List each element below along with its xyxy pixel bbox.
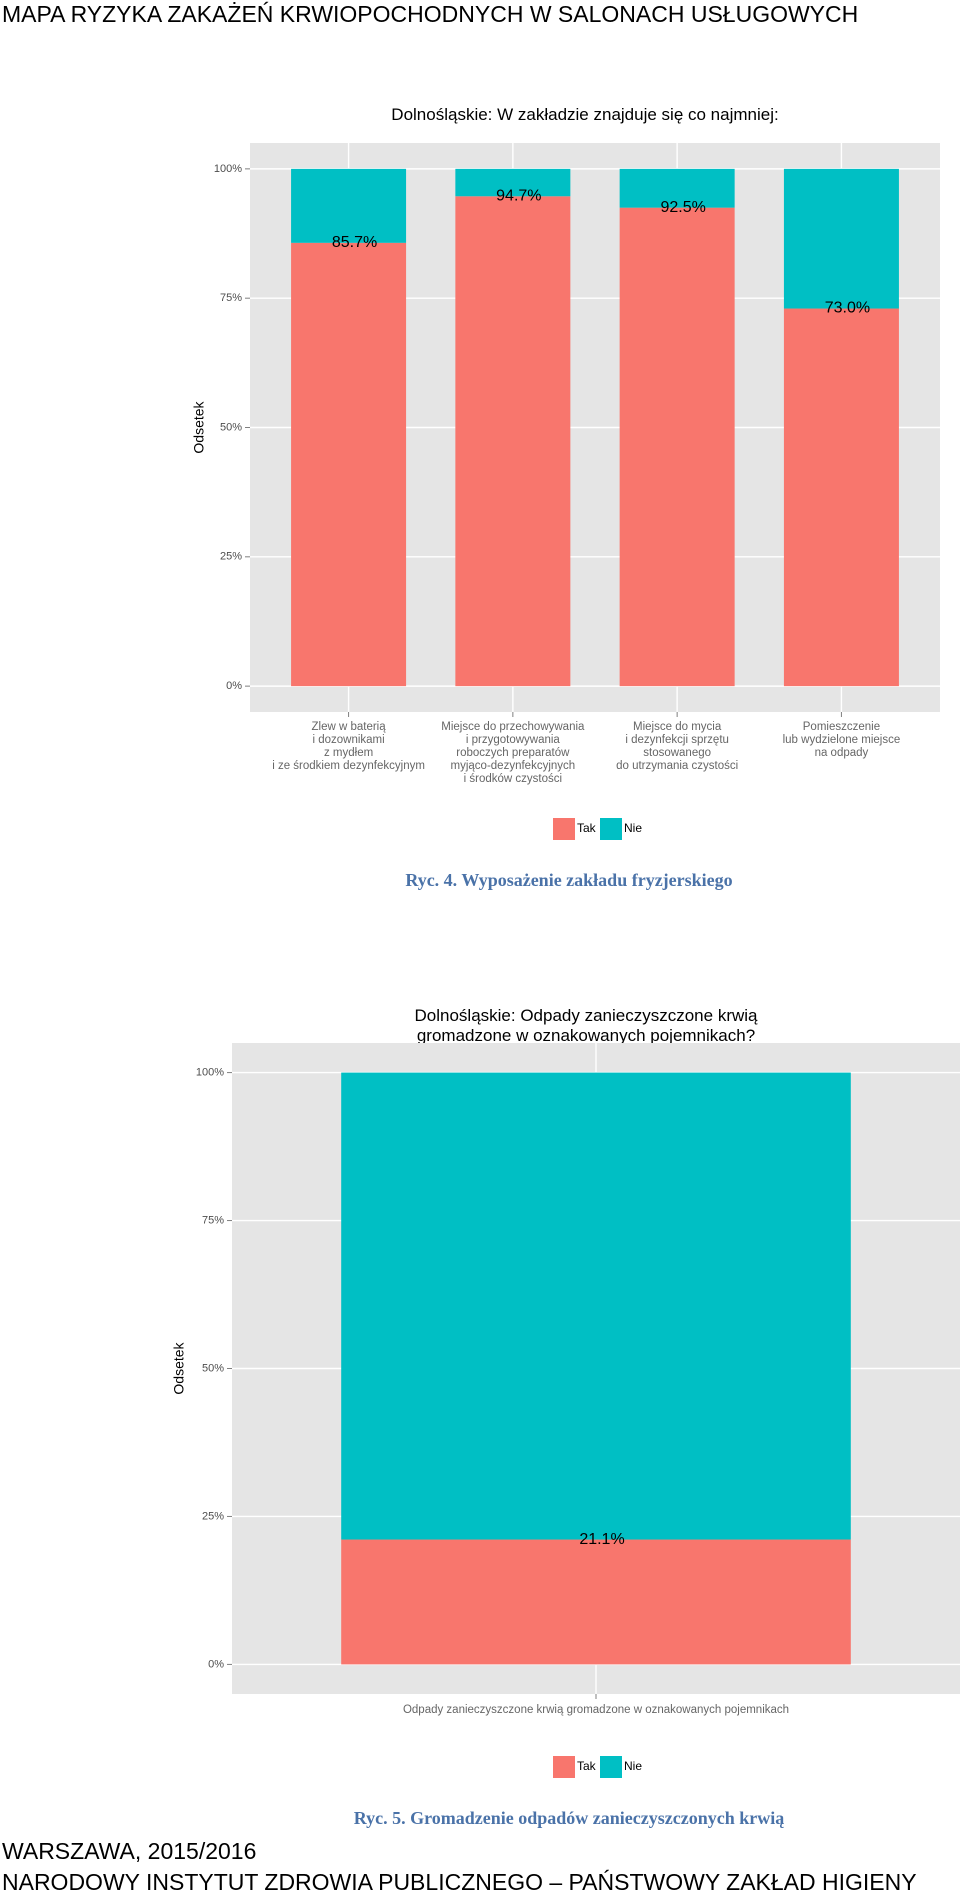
y-axis-label: Odsetek xyxy=(191,400,207,453)
footer-institute: NARODOWY INSTYTUT ZDROWIA PUBLICZNEGO – … xyxy=(2,1869,917,1895)
figure-caption: Ryc. 4. Wyposażenie zakładu fryzjerskieg… xyxy=(405,870,732,890)
y-tick-label: 100% xyxy=(214,163,242,175)
data-label: 73.0% xyxy=(825,300,870,317)
y-tick-label: 50% xyxy=(202,1362,224,1374)
x-tick-label: Miejsce do mycia i dezynfekcji sprzętu sto… xyxy=(616,721,738,772)
data-label: 94.7% xyxy=(496,187,541,204)
legend-label: Tak xyxy=(577,821,597,835)
y-tick-label: 50% xyxy=(220,421,242,433)
page-header: MAPA RYZYKA ZAKAŻEŃ KRWIOPOCHODNYCH W SA… xyxy=(2,1,858,27)
figure-caption: Ryc. 5. Gromadzenie odpadów zanieczyszcz… xyxy=(354,1808,785,1828)
y-tick-label: 0% xyxy=(208,1658,224,1670)
x-tick-label: Pomieszczenie lub wydzielone miejsce na od… xyxy=(783,721,901,759)
legend-label: Nie xyxy=(624,821,642,835)
data-label: 21.1% xyxy=(579,1531,624,1548)
x-tick-label: Miejsce do przechowywania i przygotowywan… xyxy=(441,721,585,785)
legend-label: Tak xyxy=(577,1759,597,1773)
y-tick-label: 75% xyxy=(220,292,242,304)
legend-key xyxy=(553,1756,575,1778)
y-tick-label: 25% xyxy=(220,551,242,563)
data-label: 85.7% xyxy=(332,234,377,251)
bar-segment xyxy=(619,207,735,687)
legend-label: Nie xyxy=(624,1759,642,1773)
y-tick-label: 25% xyxy=(202,1510,224,1522)
bar-segment xyxy=(341,1072,851,1540)
legend-key xyxy=(553,818,575,840)
legend-key xyxy=(600,818,622,840)
y-tick-label: 75% xyxy=(202,1214,224,1226)
y-tick-label: 0% xyxy=(226,680,242,692)
chart-title: Dolnośląskie: W zakładzie znajduje się c… xyxy=(391,105,778,124)
y-axis-label: Odsetek xyxy=(171,1341,187,1394)
bar-segment xyxy=(619,168,735,208)
chart-title: Dolnośląskie: Odpady zanieczyszczone krw… xyxy=(415,1006,759,1045)
x-tick-label: Zlew w baterią i dozownikami z mydłem i ze … xyxy=(272,721,425,772)
bar-segment xyxy=(455,196,571,687)
bar-segment xyxy=(783,308,899,687)
data-label: 92.5% xyxy=(660,199,705,216)
bar-segment xyxy=(291,242,407,687)
x-tick-label: Odpady zanieczyszczone krwią gromadzone … xyxy=(403,1704,789,1716)
bar-segment xyxy=(455,168,571,197)
y-tick-label: 100% xyxy=(196,1066,224,1078)
footer-city: WARSZAWA, 2015/2016 xyxy=(2,1838,256,1864)
bar-segment xyxy=(341,1539,851,1665)
bar-segment xyxy=(783,168,899,309)
bar-segment xyxy=(291,168,407,243)
legend-key xyxy=(600,1756,622,1778)
